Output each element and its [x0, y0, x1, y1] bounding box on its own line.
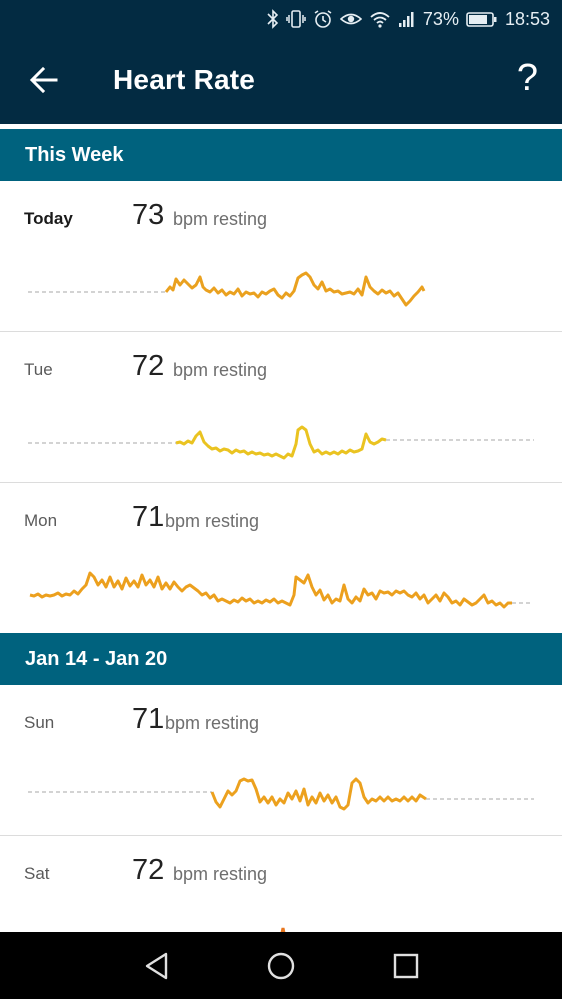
battery-icon	[466, 12, 497, 27]
back-button[interactable]	[26, 62, 62, 98]
bpm-unit: bpm resting	[165, 511, 260, 531]
bpm-unit: bpm resting	[173, 864, 268, 884]
heart-rate-sparkline	[28, 271, 426, 307]
alarm-icon	[314, 10, 332, 28]
bpm-value: 73	[132, 199, 165, 231]
bpm-value: 71	[132, 501, 165, 533]
arrow-left-icon	[29, 66, 58, 94]
vibrate-icon	[286, 10, 306, 28]
day-label: Sun	[24, 713, 55, 732]
day-label: Sat	[24, 864, 50, 883]
clock: 18:53	[504, 8, 550, 29]
heart-rate-sparkline	[28, 777, 534, 811]
status-bar: 73% 18:53	[0, 0, 562, 38]
home-circle-icon	[267, 952, 295, 980]
bpm-unit: bpm resting	[173, 360, 268, 380]
bluetooth-icon	[267, 9, 279, 29]
day-label: Today	[24, 209, 73, 228]
day-label: Tue	[24, 360, 53, 379]
heart-rate-sparkline	[28, 425, 534, 460]
day-label: Mon	[24, 511, 58, 530]
help-button[interactable]: ?	[516, 57, 538, 99]
eye-icon	[339, 13, 362, 25]
day-row-mon[interactable]: Mon 71 bpm resting	[0, 483, 562, 634]
app-bar: Heart Rate ?	[0, 38, 562, 124]
system-nav-bar	[0, 932, 562, 999]
page-title: Heart Rate	[113, 64, 256, 95]
battery-percent: 73%	[422, 8, 459, 29]
bpm-value: 72	[132, 350, 165, 382]
bpm-value: 71	[132, 703, 165, 735]
back-triangle-icon	[145, 952, 168, 980]
day-row-tue[interactable]: Tue 72 bpm resting	[0, 332, 562, 483]
bpm-unit: bpm resting	[173, 209, 268, 229]
header-divider	[0, 124, 562, 130]
signal-icon	[398, 12, 414, 27]
day-row-today[interactable]: Today 73 bpm resting	[0, 181, 562, 332]
wifi-icon	[370, 12, 390, 28]
heart-rate-sparkline	[29, 571, 532, 609]
bpm-unit: bpm resting	[165, 713, 260, 733]
nav-recents-button[interactable]	[390, 950, 422, 982]
bpm-value: 72	[132, 854, 165, 886]
section-header-this-week: This Week	[0, 129, 562, 181]
section-header-jan-14-20: Jan 14 - Jan 20	[0, 633, 562, 685]
nav-home-button[interactable]	[265, 950, 297, 982]
nav-back-button[interactable]	[141, 950, 173, 982]
day-row-sun[interactable]: Sun 71 bpm resting	[0, 685, 562, 836]
recents-square-icon	[393, 953, 419, 979]
